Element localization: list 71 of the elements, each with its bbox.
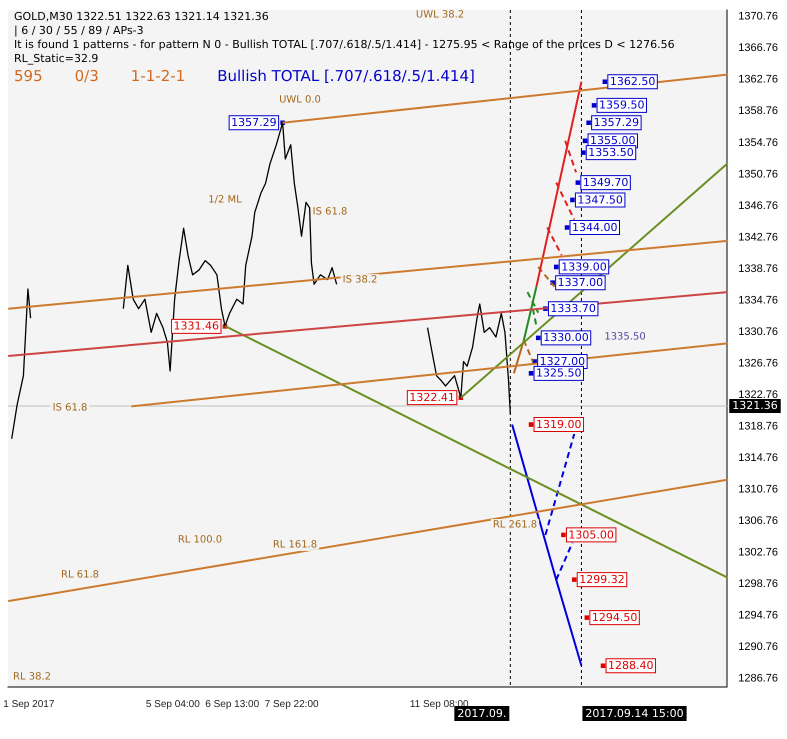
annotation: RL 161.8 bbox=[272, 540, 318, 551]
data-label: 1319.00 bbox=[536, 418, 582, 431]
annotation: It is found 1 patterns - for pattern N 0 - Bullish TOTAL [.707/.618/.5/1.414] - 1275.95 < Range of the prices D < 1276.56 bbox=[14, 38, 675, 52]
data-label: 1339.00 bbox=[561, 260, 607, 274]
data-label: 1330.00 bbox=[543, 331, 589, 344]
data-label: 1325.50 bbox=[536, 366, 582, 380]
y-tick-label: 1330.76 bbox=[738, 326, 778, 338]
ref-line-label: 2017.09.14 15:00 bbox=[585, 706, 684, 720]
y-tick-label: 1346.76 bbox=[738, 200, 778, 212]
data-label: 1305.00 bbox=[568, 528, 614, 542]
x-tick-label: 1 Sep 2017 bbox=[3, 698, 55, 710]
annotation: IS 38.2 bbox=[342, 274, 378, 286]
data-label: 1322.41 bbox=[409, 391, 455, 404]
data-label: 1359.50 bbox=[599, 98, 645, 112]
y-tick-label: 1298.76 bbox=[738, 578, 778, 590]
data-label: 1337.00 bbox=[558, 276, 604, 290]
annotation: UWL 38.2 bbox=[416, 10, 464, 21]
ref-line-label: 1321.36 bbox=[732, 398, 778, 412]
annotation: Bullish TOTAL [.707/.618/.5/1.414] bbox=[217, 67, 475, 85]
annotation: RL 100.0 bbox=[178, 534, 222, 546]
y-tick-label: 1326.76 bbox=[738, 357, 778, 370]
y-tick-label: 1366.76 bbox=[738, 42, 778, 54]
data-label: 1357.29 bbox=[231, 116, 277, 130]
annotation: 595 bbox=[14, 67, 43, 85]
data-label: 1349.70 bbox=[582, 176, 628, 189]
data-label: 1362.50 bbox=[610, 75, 656, 88]
y-tick-label: 1338.76 bbox=[738, 262, 778, 275]
annotation: UWL 0.0 bbox=[279, 94, 321, 106]
y-tick-label: 1302.76 bbox=[738, 546, 778, 559]
ref-line-label: 2017.09. bbox=[457, 706, 506, 720]
annotation: 0/3 bbox=[74, 67, 99, 85]
y-tick-label: 1290.76 bbox=[738, 641, 778, 654]
y-tick-label: 1358.76 bbox=[738, 105, 778, 118]
data-label: 1288.40 bbox=[608, 659, 654, 672]
y-tick-label: 1314.76 bbox=[738, 452, 778, 464]
y-tick-label: 1306.76 bbox=[738, 515, 778, 528]
data-label: 1355.00 bbox=[590, 134, 636, 148]
y-tick-label: 1362.76 bbox=[738, 74, 778, 86]
x-tick-label: 6 Sep 13:00 bbox=[205, 698, 260, 710]
annotation: IS 61.8 bbox=[312, 206, 348, 218]
annotation: RL 38.2 bbox=[13, 672, 51, 683]
annotation: 1/2 ML bbox=[208, 194, 242, 206]
data-label: 1353.50 bbox=[588, 146, 634, 160]
y-tick-label: 1334.76 bbox=[738, 294, 778, 306]
chart-title: GOLD,M30 1322.51 1322.63 1321.14 1321.36 bbox=[14, 10, 269, 23]
y-tick-label: 1354.76 bbox=[738, 136, 778, 149]
y-tick-label: 1370.76 bbox=[738, 10, 778, 23]
annotation: RL 261.8 bbox=[492, 520, 538, 531]
x-tick-label: 7 Sep 22:00 bbox=[264, 698, 320, 710]
y-tick-label: 1322.76 bbox=[738, 388, 778, 401]
y-tick-label: 1286.76 bbox=[738, 672, 778, 685]
data-label: 1357.29 bbox=[594, 116, 640, 130]
y-tick-label: 1318.76 bbox=[738, 420, 778, 432]
data-label: 1294.50 bbox=[592, 611, 638, 624]
annotation: 1-1-2-1 bbox=[130, 67, 186, 85]
data-label: 1344.00 bbox=[572, 220, 618, 234]
y-tick-label: 1310.76 bbox=[738, 484, 778, 496]
annotation: IS 61.8 bbox=[52, 402, 88, 414]
annotation: 1335.50 bbox=[604, 332, 646, 343]
data-label: 1347.50 bbox=[577, 193, 623, 206]
data-label: 1331.46 bbox=[174, 320, 220, 333]
annotation: RL_Static=32.9 bbox=[14, 52, 100, 66]
data-label: 1327.00 bbox=[540, 354, 586, 368]
y-tick-label: 1342.76 bbox=[738, 231, 778, 244]
data-label: 1299.32 bbox=[579, 573, 625, 586]
annotation: RL 61.8 bbox=[61, 570, 99, 581]
data-label: 1333.70 bbox=[550, 302, 596, 316]
x-tick-label: 5 Sep 04:00 bbox=[146, 698, 200, 710]
y-tick-label: 1350.76 bbox=[738, 168, 778, 180]
y-tick-label: 1294.76 bbox=[738, 610, 778, 622]
annotation: | 6 / 30 / 55 / 89 / APs-3 bbox=[14, 24, 145, 38]
